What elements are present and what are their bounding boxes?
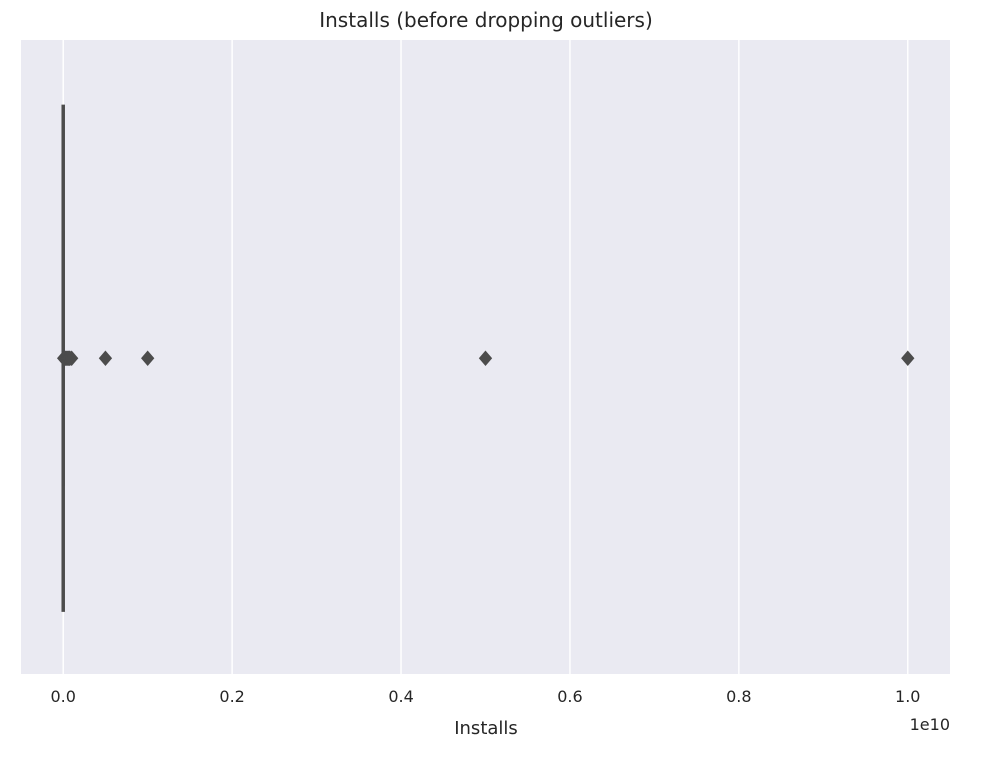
x-axis: 0.0 0.2 0.4 0.6 0.8 1.0 — [51, 687, 921, 706]
x-axis-offset-label: 1e10 — [910, 715, 950, 734]
outlier-point — [901, 350, 915, 367]
x-tick-label: 0.0 — [51, 687, 76, 706]
x-tick-label: 0.4 — [388, 687, 413, 706]
outlier-points — [56, 350, 915, 367]
outlier-point — [141, 350, 155, 367]
x-tick-label: 1.0 — [895, 687, 920, 706]
x-axis-label: Installs — [454, 718, 518, 739]
outlier-point — [98, 350, 113, 367]
x-tick-label: 0.2 — [219, 687, 244, 706]
outlier-point — [65, 350, 79, 367]
x-tick-label: 0.8 — [726, 687, 751, 706]
outlier-point — [478, 350, 493, 367]
x-tick-label: 0.6 — [557, 687, 582, 706]
chart-title: Installs (before dropping outliers) — [319, 8, 653, 32]
